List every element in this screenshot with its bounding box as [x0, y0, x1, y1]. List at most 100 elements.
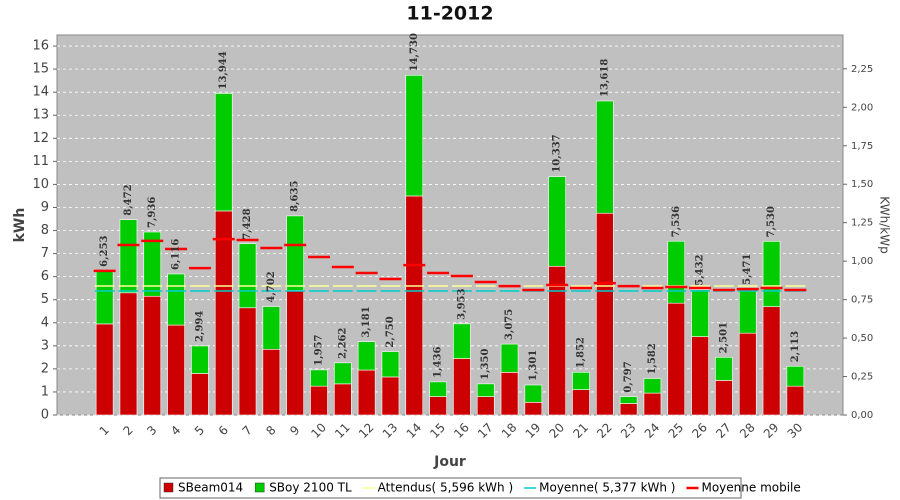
value-label: 2,262 [337, 327, 348, 358]
y2-tick-label: 1,75 [851, 141, 873, 152]
x-tick-label: 28 [737, 420, 758, 441]
x-tick-label: 26 [689, 420, 710, 441]
bar-segment [286, 215, 304, 291]
x-tick-label: 21 [570, 420, 591, 441]
y2-tick-label: 1,25 [851, 218, 873, 229]
y2-tick-label: 0,75 [851, 295, 873, 306]
x-tick-label: 15 [427, 420, 448, 441]
bar-segment [476, 396, 495, 416]
bar-segment [310, 369, 328, 387]
y-tick-label: 2 [41, 361, 49, 376]
legend-swatch [254, 482, 265, 493]
x-tick-label: 29 [761, 420, 782, 441]
bar-segment [643, 378, 662, 394]
x-tick-label: 6 [216, 423, 231, 438]
bar-segment [214, 93, 233, 212]
y2-tick-label: 1,00 [851, 256, 873, 267]
bar-segment [619, 403, 638, 416]
x-tick-label: 4 [168, 423, 183, 438]
bar-segment [548, 265, 566, 416]
y2-tick-label: 0,00 [851, 410, 873, 421]
x-tick-label: 1 [97, 423, 112, 438]
legend-label: Moyenne( 5,377 kWh ) [539, 481, 675, 495]
bar-segment [738, 332, 757, 416]
y-tick-label: 11 [32, 154, 49, 169]
value-label: 1,350 [480, 349, 491, 380]
value-label: 6,253 [99, 235, 110, 266]
x-tick-label: 23 [618, 420, 639, 441]
bar-segment [619, 396, 638, 404]
x-axis-title: Jour [433, 454, 466, 470]
bar-segment [381, 351, 400, 378]
value-label: 8,472 [123, 184, 134, 215]
x-tick-label: 11 [332, 420, 353, 441]
bar-segment [643, 392, 662, 416]
bar-segment [143, 295, 162, 416]
value-label: 14,730 [409, 33, 420, 71]
x-tick-label: 30 [785, 420, 806, 441]
bar-segment [691, 289, 709, 337]
y-tick-label: 14 [32, 85, 49, 100]
value-label: 3,181 [361, 306, 372, 337]
value-label: 5,471 [742, 254, 753, 285]
y-tick-label: 9 [41, 200, 49, 215]
value-label: 6,116 [171, 239, 182, 270]
y2-tick-label: 0,50 [851, 333, 873, 344]
x-tick-label: 25 [666, 420, 687, 441]
bar-segment [596, 100, 614, 214]
bar-segment [596, 212, 614, 416]
value-label: 10,337 [552, 134, 563, 172]
x-tick-label: 19 [523, 420, 544, 441]
plot-area [56, 34, 844, 416]
y2-tick-label: 0,25 [851, 372, 873, 383]
value-label: 1,852 [576, 337, 587, 368]
bar-segment [119, 219, 138, 294]
y-tick-label: 8 [41, 223, 49, 238]
x-tick-label: 18 [499, 420, 520, 441]
x-tick-label: 27 [713, 420, 734, 441]
bar-segment [786, 365, 805, 387]
value-label: 3,953 [456, 288, 467, 319]
y-tick-label: 13 [32, 108, 49, 123]
bar-segment [786, 385, 805, 416]
value-label: 7,936 [147, 197, 158, 228]
legend-label: SBeam014 [178, 481, 243, 495]
bar-segment [310, 385, 328, 416]
value-label: 1,301 [528, 350, 539, 381]
x-tick-label: 9 [287, 423, 302, 438]
x-tick-label: 16 [451, 420, 472, 441]
bar-segment [262, 306, 281, 350]
legend-swatch [163, 482, 174, 493]
bar-segment [286, 290, 304, 416]
bar-segment [191, 373, 209, 416]
x-tick-label: 10 [308, 420, 329, 441]
y2-tick-label: 2,25 [851, 64, 873, 75]
value-label: 7,536 [671, 206, 682, 237]
bar-segment [429, 381, 447, 397]
legend-label: Moyenne mobile [701, 481, 800, 495]
value-label: 5,432 [695, 254, 706, 285]
value-label: 2,113 [790, 331, 801, 362]
bar-segment [762, 306, 781, 416]
value-label: 2,994 [194, 311, 205, 342]
bar-segment [667, 240, 686, 304]
value-label: 1,957 [314, 335, 325, 366]
bar-segment [500, 372, 519, 416]
bar-segment [95, 270, 114, 325]
bar-segment [572, 389, 590, 416]
y-tick-label: 7 [41, 246, 49, 261]
x-tick-label: 12 [356, 420, 377, 441]
legend [159, 477, 742, 499]
x-tick-label: 13 [380, 420, 401, 441]
bar-segment [238, 307, 257, 416]
bar-segment [405, 75, 424, 197]
bar-segment [357, 341, 376, 371]
bar-segment [119, 292, 138, 416]
bar-segment [524, 402, 543, 416]
bar-segment [357, 369, 376, 416]
value-label: 0,797 [623, 361, 634, 392]
x-tick-label: 24 [642, 420, 663, 441]
bar-segment [191, 345, 209, 374]
x-tick-label: 8 [263, 423, 278, 438]
bar-segment [715, 357, 733, 381]
